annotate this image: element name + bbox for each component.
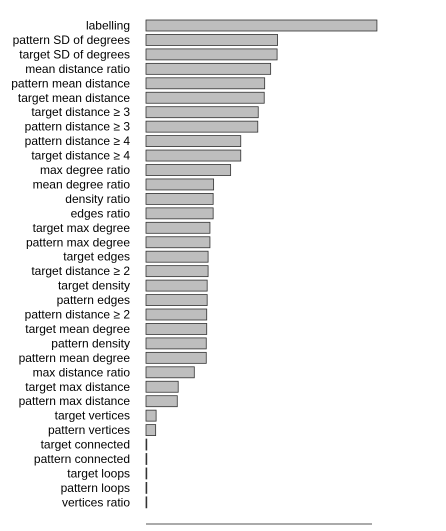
category-label-pattern-vertices: pattern vertices — [48, 423, 130, 437]
bar-max-degree-ratio — [145, 164, 232, 176]
category-label-target-density: target density — [58, 279, 130, 293]
category-label-pattern-mean-degree: pattern mean degree — [19, 351, 131, 365]
category-label-pattern-edges: pattern edges — [57, 293, 130, 307]
bar-pattern-connected — [145, 453, 148, 465]
category-label-max-degree-ratio: max degree ratio — [40, 163, 130, 177]
bar-target-distance-3 — [145, 106, 259, 119]
category-label-pattern-distance-3: pattern distance ≥ 3 — [25, 120, 131, 134]
category-label-target-distance-2: target distance ≥ 2 — [31, 264, 130, 278]
bar-target-max-degree — [145, 221, 211, 234]
bar-target-loops — [145, 467, 148, 480]
bar-pattern-max-distance — [145, 395, 178, 408]
bar-max-distance-ratio — [145, 366, 195, 379]
bar-pattern-vertices — [145, 424, 157, 437]
bar-pattern-mean-distance — [145, 77, 266, 90]
bar-target-sd-of-degrees — [145, 48, 278, 61]
bar-pattern-mean-degree — [145, 351, 207, 364]
bar-mean-distance-ratio — [145, 62, 272, 75]
bar-pattern-max-degree — [145, 236, 211, 249]
bar-vertices-ratio — [145, 496, 148, 509]
bar-target-distance-2 — [145, 265, 209, 278]
category-label-target-max-degree: target max degree — [33, 221, 131, 235]
category-label-target-max-distance: target max distance — [25, 380, 130, 394]
bar-target-max-distance — [145, 380, 179, 393]
category-label-target-vertices: target vertices — [55, 409, 130, 423]
category-label-target-sd-of-degrees: target SD of degrees — [19, 47, 130, 61]
bar-target-distance-4 — [145, 149, 242, 162]
bar-target-density — [145, 279, 208, 292]
bar-target-mean-degree — [145, 323, 208, 335]
category-label-target-connected: target connected — [41, 438, 130, 452]
bar-mean-degree-ratio — [145, 178, 215, 191]
bar-pattern-loops — [145, 481, 148, 494]
bar-target-edges — [145, 250, 209, 263]
category-label-max-distance-ratio: max distance ratio — [33, 365, 131, 379]
category-label-pattern-max-degree: pattern max degree — [26, 235, 130, 249]
category-label-pattern-sd-of-degrees: pattern SD of degrees — [13, 33, 130, 47]
category-label-target-edges: target edges — [63, 250, 130, 264]
bar-pattern-density — [145, 337, 207, 350]
bar-pattern-sd-of-degrees — [145, 34, 278, 46]
category-label-edges-ratio: edges ratio — [71, 206, 131, 220]
category-label-pattern-loops: pattern loops — [61, 481, 130, 495]
category-label-vertices-ratio: vertices ratio — [62, 495, 130, 509]
bar-target-vertices — [145, 409, 157, 422]
category-label-density-ratio: density ratio — [65, 192, 130, 206]
category-label-target-loops: target loops — [67, 466, 130, 480]
category-label-mean-distance-ratio: mean distance ratio — [25, 62, 130, 76]
category-label-pattern-density: pattern density — [51, 336, 130, 350]
category-label-pattern-distance-2: pattern distance ≥ 2 — [25, 308, 131, 322]
category-label-pattern-distance-4: pattern distance ≥ 4 — [25, 134, 131, 148]
category-label-pattern-max-distance: pattern max distance — [19, 394, 131, 408]
bar-target-connected — [145, 438, 148, 451]
category-label-pattern-mean-distance: pattern mean distance — [11, 76, 130, 90]
bars — [145, 19, 378, 509]
category-label-mean-degree-ratio: mean degree ratio — [33, 177, 131, 191]
bar-pattern-edges — [145, 294, 208, 306]
bar-target-mean-distance — [145, 91, 265, 104]
category-label-target-distance-4: target distance ≥ 4 — [31, 149, 130, 163]
category-label-target-mean-distance: target mean distance — [18, 91, 130, 105]
category-label-target-mean-degree: target mean degree — [25, 322, 130, 336]
bar-pattern-distance-4 — [145, 135, 242, 148]
bar-density-ratio — [145, 192, 214, 205]
category-label-target-distance-3: target distance ≥ 3 — [31, 105, 130, 119]
bar-pattern-distance-2 — [145, 308, 208, 321]
bar-pattern-distance-3 — [145, 120, 259, 133]
category-label-labelling: labelling — [86, 19, 130, 33]
bar-edges-ratio — [145, 207, 214, 220]
bar-labelling — [145, 19, 378, 32]
category-label-pattern-connected: pattern connected — [34, 452, 130, 466]
